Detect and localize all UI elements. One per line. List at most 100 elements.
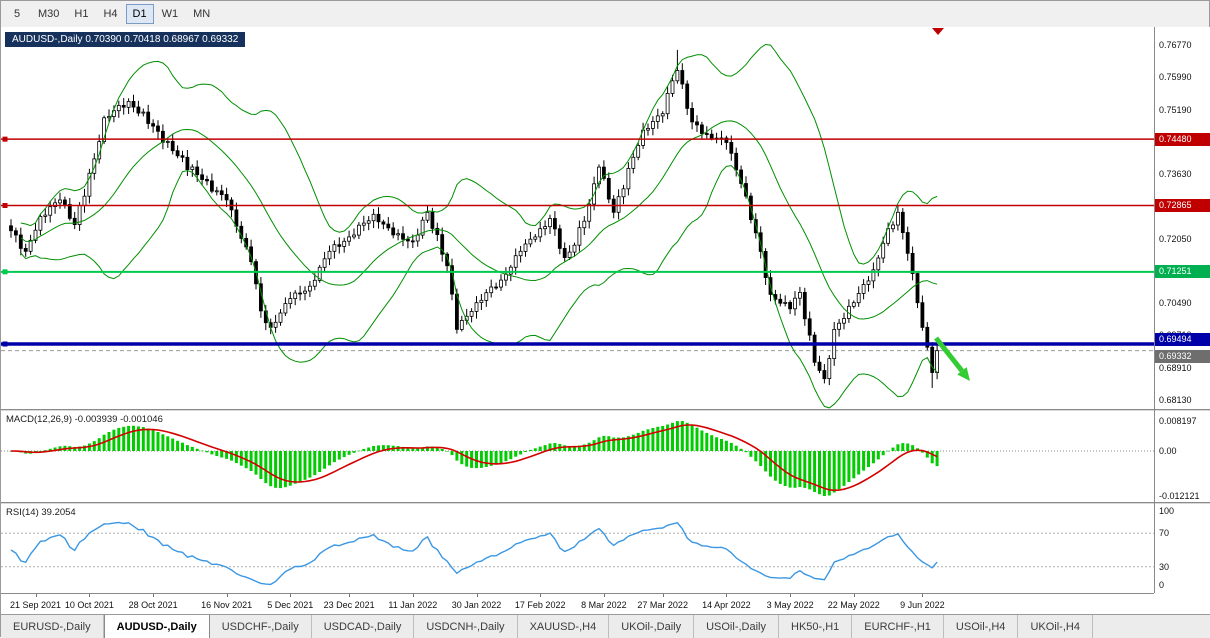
chart-tab-hk50-h1[interactable]: HK50-,H1 (779, 615, 853, 638)
macd-histogram-bar (313, 451, 317, 476)
candle (214, 190, 219, 193)
candle (146, 111, 151, 124)
macd-histogram-bar (455, 451, 459, 461)
timeframe-button-d1[interactable]: D1 (125, 4, 154, 24)
macd-histogram-bar (690, 425, 694, 451)
candle (704, 133, 709, 135)
macd-histogram-bar (347, 451, 351, 455)
candle (616, 196, 621, 213)
macd-histogram-bar (827, 451, 831, 496)
macd-histogram-bar (705, 432, 709, 451)
timeframe-button-w1[interactable]: W1 (155, 4, 186, 24)
rsi-axis-value: 0 (1159, 580, 1165, 590)
date-label: 3 May 2022 (766, 600, 814, 610)
candle (185, 156, 190, 171)
chart-tab-eurusd-daily[interactable]: EURUSD-,Daily (1, 615, 104, 638)
candle (209, 180, 214, 192)
macd-histogram-bar (484, 451, 488, 467)
macd-histogram-bar (651, 428, 655, 451)
macd-histogram-bar (465, 451, 469, 467)
time-tick (790, 594, 792, 597)
candle (58, 199, 62, 204)
candle (494, 286, 499, 289)
candle (670, 80, 675, 94)
candle (553, 218, 557, 230)
candle (371, 213, 376, 222)
ohlc-high: 0.70418 (124, 34, 161, 45)
candle (474, 302, 479, 312)
ohlc-close: 0.69332 (202, 34, 239, 45)
chart-tab-eurchf-h1[interactable]: EURCHF-,H1 (852, 615, 944, 638)
candle (102, 117, 106, 143)
candle (523, 243, 528, 252)
candle (817, 361, 822, 371)
price-badge: 0.74480 (1155, 132, 1210, 146)
candle (685, 83, 690, 109)
candle (376, 213, 381, 223)
macd-histogram-bar (837, 451, 841, 490)
macd-histogram-bar (808, 451, 812, 490)
candle (905, 232, 910, 254)
macd-histogram-bar (661, 426, 665, 451)
chart-tab-ukoil-h4[interactable]: UKOil-,H4 (1018, 615, 1093, 638)
macd-histogram-bar (249, 451, 253, 471)
candle (322, 258, 327, 268)
macd-histogram-bar (641, 430, 645, 451)
price-chart-canvas[interactable] (1, 27, 1154, 409)
macd-histogram-bar (818, 451, 821, 495)
candle (151, 123, 156, 127)
macd-histogram-bar (352, 451, 356, 453)
macd-histogram-bar (675, 421, 679, 451)
chart-tab-usoil-h4[interactable]: USOil-,H4 (943, 615, 1019, 638)
candle (33, 229, 38, 241)
macd-histogram-layer (9, 421, 939, 496)
macd-histogram-bar (171, 438, 175, 451)
macd-histogram-bar (38, 451, 42, 452)
panel-splitter-rsi[interactable] (1, 502, 1210, 504)
macd-histogram-bar (862, 451, 866, 471)
candle (822, 370, 827, 380)
candle (690, 108, 694, 123)
timeframe-button-m30[interactable]: M30 (31, 4, 66, 24)
candle (43, 214, 48, 217)
macd-histogram-bar (288, 451, 292, 486)
chart-tab-xauusd-h4[interactable]: XAUUSD-,H4 (517, 615, 610, 638)
macd-panel-canvas[interactable] (1, 411, 1154, 502)
timeframe-button-h1[interactable]: H1 (67, 4, 95, 24)
chart-tab-usdcad-daily[interactable]: USDCAD-,Daily (311, 615, 415, 638)
candle (410, 240, 415, 243)
candle (582, 220, 587, 229)
timeframe-button-h4[interactable]: H4 (96, 4, 124, 24)
candle (602, 166, 606, 179)
candle (660, 113, 665, 117)
candle (675, 70, 680, 82)
candle (401, 233, 405, 240)
macd-histogram-bar (739, 448, 743, 451)
candle (440, 234, 445, 255)
macd-histogram-bar (337, 451, 341, 460)
chart-tab-usoil-daily[interactable]: USOil-,Daily (694, 615, 779, 638)
panel-splitter-macd[interactable] (1, 409, 1210, 411)
macd-histogram-bar (528, 449, 532, 451)
timeframe-button-5[interactable]: 5 (4, 4, 30, 24)
timeframe-button-mn[interactable]: MN (186, 4, 217, 24)
macd-histogram-bar (215, 451, 219, 456)
chart-tab-ukoil-daily[interactable]: UKOil-,Daily (609, 615, 695, 638)
chart-tab-usdcnh-daily[interactable]: USDCNH-,Daily (414, 615, 518, 638)
chart-tab-audusd-daily[interactable]: AUDUSD-,Daily (103, 615, 210, 638)
candle (170, 141, 175, 152)
chart-tab-usdchf-daily[interactable]: USDCHF-,Daily (209, 615, 312, 638)
candle (734, 152, 739, 171)
macd-histogram-bar (279, 451, 282, 489)
macd-histogram-bar (617, 437, 621, 451)
candle (175, 150, 180, 157)
macd-histogram-bar (533, 448, 537, 451)
candle (621, 188, 626, 198)
macd-histogram-bar (210, 451, 214, 455)
down-arrow-object[interactable] (934, 336, 970, 381)
candle (126, 101, 131, 108)
candle (63, 199, 67, 205)
rsi-panel-canvas[interactable] (1, 504, 1154, 592)
macd-histogram-bar (112, 429, 116, 451)
time-tick (153, 594, 155, 597)
